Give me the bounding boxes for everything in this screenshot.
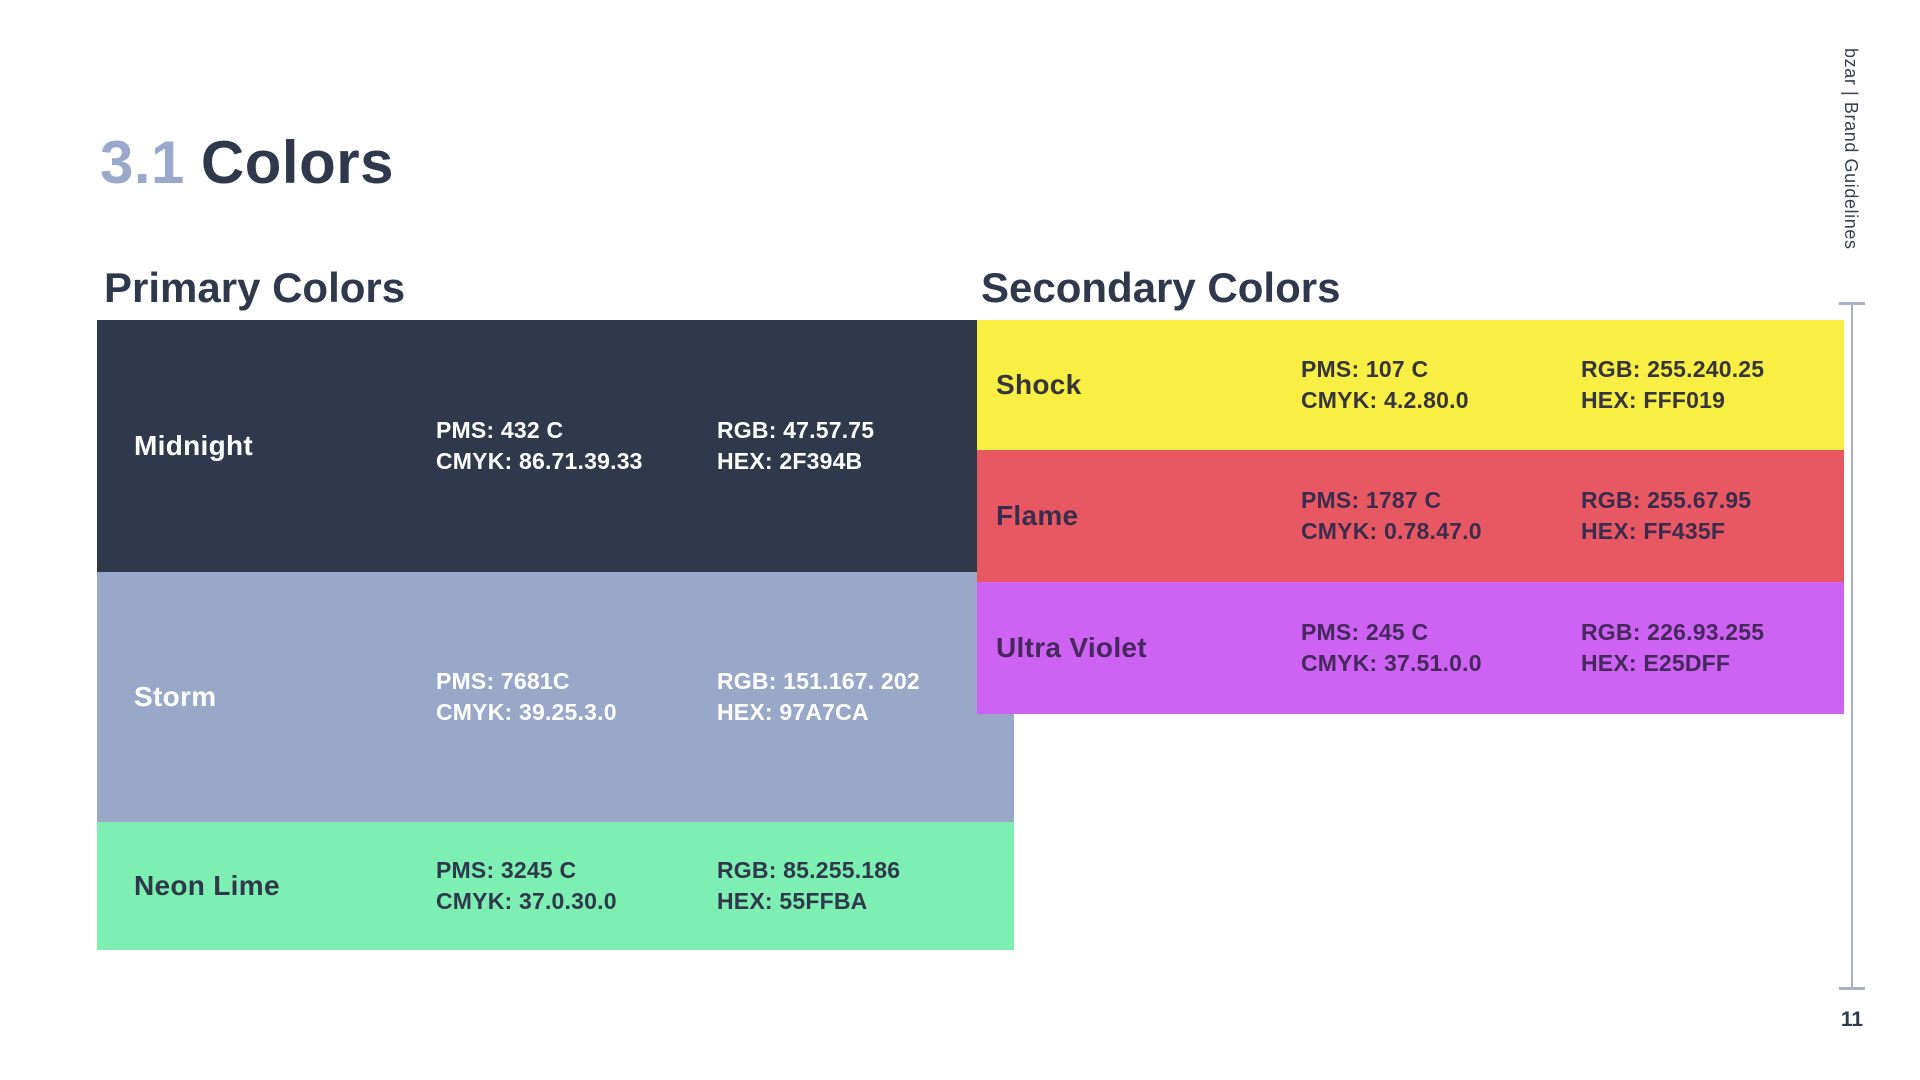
primary-colors-heading: Primary Colors (104, 263, 406, 311)
side-rule (1839, 302, 1865, 990)
swatch-storm: Storm PMS: 7681C CMYK: 39.25.3.0 RGB: 15… (97, 572, 1014, 822)
swatch-cmyk-value: CMYK: 39.25.3.0 (436, 699, 617, 725)
swatch-hex-value: HEX: 2F394B (717, 448, 863, 474)
swatch-rgb-value: RGB: 47.57.75 (717, 417, 875, 443)
swatch-print-values: PMS: 107 C CMYK: 4.2.80.0 (1301, 354, 1581, 416)
swatch-cmyk-value: CMYK: 0.78.47.0 (1301, 518, 1482, 544)
swatch-hex-value: HEX: FF435F (1581, 518, 1726, 544)
swatch-name: Midnight (134, 430, 254, 461)
swatch-name: Shock (996, 369, 1082, 400)
swatch-screen-values: RGB: 255.240.25 HEX: FFF019 (1581, 354, 1764, 416)
page-title-word: Colors (200, 129, 394, 197)
swatch-cmyk-value: CMYK: 37.51.0.0 (1301, 650, 1482, 676)
swatch-pms-value: PMS: 245 C (1301, 619, 1429, 645)
swatch-rgb-value: RGB: 255.67.95 (1581, 487, 1752, 513)
document-side-label: bzar | Brand Guidelines (1841, 48, 1861, 250)
swatch-cmyk-value: CMYK: 4.2.80.0 (1301, 387, 1469, 413)
swatch-print-values: PMS: 432 C CMYK: 86.71.39.33 (436, 415, 717, 477)
swatch-neon-lime: Neon Lime PMS: 3245 C CMYK: 37.0.30.0 RG… (97, 822, 1014, 950)
swatch-cmyk-value: CMYK: 37.0.30.0 (436, 888, 617, 914)
secondary-colors-heading: Secondary Colors (981, 263, 1341, 311)
page-number: 11 (1840, 1008, 1864, 1031)
swatch-midnight: Midnight PMS: 432 C CMYK: 86.71.39.33 RG… (97, 320, 1014, 572)
swatch-hex-value: HEX: 97A7CA (717, 699, 869, 725)
secondary-swatch-stack: Shock PMS: 107 C CMYK: 4.2.80.0 RGB: 255… (977, 320, 1844, 714)
swatch-rgb-value: RGB: 151.167. 202 (717, 668, 920, 694)
side-rule-bar (1851, 302, 1853, 990)
swatch-screen-values: RGB: 151.167. 202 HEX: 97A7CA (717, 666, 920, 728)
page-title: 3.1 Colors (100, 132, 394, 194)
swatch-rgb-value: RGB: 85.255.186 (717, 857, 901, 883)
swatch-rgb-value: RGB: 226.93.255 (1581, 619, 1765, 645)
page-title-number: 3.1 (100, 129, 185, 197)
side-rule-tick-bottom (1839, 987, 1865, 990)
swatch-screen-values: RGB: 226.93.255 HEX: E25DFF (1581, 617, 1764, 679)
swatch-name: Storm (134, 681, 217, 712)
swatch-name: Flame (996, 500, 1079, 531)
primary-swatch-stack: Midnight PMS: 432 C CMYK: 86.71.39.33 RG… (97, 320, 1014, 950)
swatch-print-values: PMS: 3245 C CMYK: 37.0.30.0 (436, 855, 717, 917)
swatch-print-values: PMS: 1787 C CMYK: 0.78.47.0 (1301, 485, 1581, 547)
swatch-cmyk-value: CMYK: 86.71.39.33 (436, 448, 643, 474)
swatch-name: Neon Lime (134, 870, 280, 901)
swatch-shock: Shock PMS: 107 C CMYK: 4.2.80.0 RGB: 255… (977, 320, 1844, 450)
swatch-pms-value: PMS: 107 C (1301, 356, 1429, 382)
swatch-hex-value: HEX: E25DFF (1581, 650, 1731, 676)
swatch-print-values: PMS: 245 C CMYK: 37.51.0.0 (1301, 617, 1581, 679)
swatch-hex-value: HEX: 55FFBA (717, 888, 868, 914)
swatch-screen-values: RGB: 47.57.75 HEX: 2F394B (717, 415, 874, 477)
swatch-pms-value: PMS: 3245 C (436, 857, 577, 883)
swatch-pms-value: PMS: 432 C (436, 417, 564, 443)
swatch-screen-values: RGB: 255.67.95 HEX: FF435F (1581, 485, 1751, 547)
swatch-print-values: PMS: 7681C CMYK: 39.25.3.0 (436, 666, 717, 728)
swatch-hex-value: HEX: FFF019 (1581, 387, 1726, 413)
swatch-ultra-violet: Ultra Violet PMS: 245 C CMYK: 37.51.0.0 … (977, 582, 1844, 714)
swatch-rgb-value: RGB: 255.240.25 (1581, 356, 1765, 382)
swatch-pms-value: PMS: 1787 C (1301, 487, 1442, 513)
swatch-pms-value: PMS: 7681C (436, 668, 570, 694)
swatch-flame: Flame PMS: 1787 C CMYK: 0.78.47.0 RGB: 2… (977, 450, 1844, 582)
swatch-screen-values: RGB: 85.255.186 HEX: 55FFBA (717, 855, 900, 917)
swatch-name: Ultra Violet (996, 632, 1147, 663)
